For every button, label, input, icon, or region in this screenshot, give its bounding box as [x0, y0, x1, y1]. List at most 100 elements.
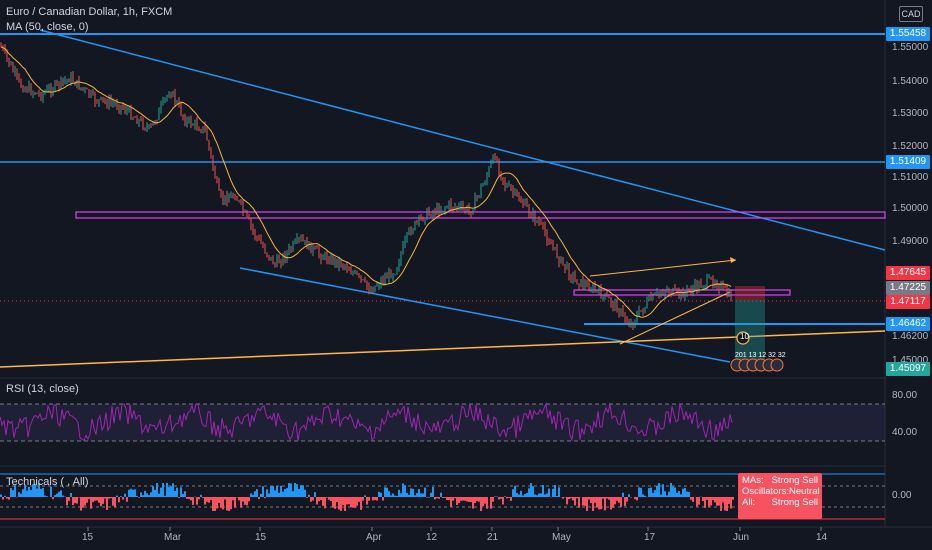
- technicals-bar: [650, 487, 652, 497]
- technicals-bar: [156, 483, 158, 497]
- technicals-bar: [282, 491, 284, 497]
- technicals-bar: [440, 492, 442, 497]
- price-tag[interactable]: 1.47117: [886, 295, 930, 309]
- technicals-bar: [498, 497, 500, 500]
- technicals-bar: [470, 497, 472, 503]
- wedge-lower-line[interactable]: [619, 291, 731, 345]
- earnings-marker-icon[interactable]: [736, 331, 750, 345]
- technicals-bar: [26, 490, 28, 497]
- technicals-bar: [576, 497, 578, 499]
- technicals-bar: [468, 497, 470, 502]
- wedge-upper-line[interactable]: [589, 259, 737, 277]
- event-markers[interactable]: [730, 358, 784, 372]
- technicals-bar: [346, 497, 348, 505]
- technicals-bar: [524, 493, 526, 497]
- technicals-bar: [328, 497, 330, 500]
- technicals-bar: [216, 497, 218, 509]
- technicals-bar: [244, 497, 246, 505]
- technicals-bar: [450, 497, 452, 507]
- technicals-bar: [596, 497, 598, 508]
- technicals-bar: [600, 497, 602, 510]
- technicals-summary[interactable]: MAs: Strong Sell Oscillators: Neutral Al…: [738, 473, 822, 519]
- price-tick: 1.51000: [892, 172, 929, 183]
- technicals-bar: [192, 497, 194, 505]
- time-label: Jun: [733, 532, 750, 543]
- technicals-bar: [684, 487, 686, 497]
- technicals-bar: [416, 493, 418, 497]
- technicals-tick: 0.00: [892, 490, 912, 501]
- technicals-bar: [88, 497, 90, 500]
- technicals-bar: [578, 497, 580, 508]
- technicals-bar: [74, 497, 76, 504]
- technicals-bar: [542, 485, 544, 497]
- technicals-bar: [180, 487, 182, 497]
- technicals-bar: [54, 495, 56, 497]
- moving-average-line[interactable]: [0, 46, 732, 318]
- time-label: 17: [644, 532, 656, 543]
- technicals-bar: [94, 497, 96, 501]
- technicals-key: All:: [742, 497, 756, 508]
- technicals-bar: [648, 488, 650, 497]
- technicals-bar: [182, 494, 184, 497]
- technicals-bar: [332, 497, 334, 508]
- technicals-bar: [702, 497, 704, 502]
- technicals-bar: [136, 495, 138, 497]
- technicals-bar: [322, 497, 324, 506]
- ma-legend[interactable]: MA (50, close, 0): [6, 21, 89, 33]
- symbol-title[interactable]: Euro / Canadian Dollar, 1h, FXCM: [6, 6, 173, 18]
- position-target-area[interactable]: [735, 300, 765, 360]
- technicals-bar: [154, 489, 156, 497]
- technicals-bar: [22, 489, 24, 497]
- technicals-bar: [172, 483, 174, 497]
- technicals-bar: [126, 497, 128, 502]
- price-tag[interactable]: 1.47645: [886, 266, 930, 280]
- technicals-bar: [296, 484, 298, 497]
- technicals-bar: [586, 497, 588, 511]
- price-candles[interactable]: [0, 42, 732, 330]
- technicals-bar: [100, 497, 102, 507]
- technicals-bar: [674, 487, 676, 497]
- technicals-bar: [526, 492, 528, 497]
- price-tag[interactable]: 1.45097: [886, 362, 930, 376]
- technicals-bar: [508, 497, 510, 498]
- technicals-bar: [652, 492, 654, 497]
- technicals-bar: [302, 485, 304, 497]
- technicals-bar: [324, 497, 326, 509]
- demand-zone[interactable]: [573, 289, 791, 296]
- technicals-bar: [732, 497, 734, 500]
- channel-upper-trendline[interactable]: [39, 29, 886, 251]
- technicals-bar: [152, 486, 154, 497]
- rsi-legend[interactable]: RSI (13, close): [6, 383, 79, 395]
- technicals-bar: [662, 484, 664, 497]
- time-axis[interactable]: [87, 527, 822, 531]
- channel-lower-trendline[interactable]: [239, 267, 731, 363]
- technicals-bar: [114, 497, 116, 508]
- technicals-bar: [120, 496, 122, 497]
- price-tag[interactable]: 1.46462: [886, 317, 930, 331]
- price-tag[interactable]: 1.55458: [886, 27, 930, 41]
- technicals-legend[interactable]: Technicals ( , All): [6, 476, 89, 488]
- technicals-bar: [276, 485, 278, 497]
- position-stop-area[interactable]: [735, 286, 765, 300]
- technicals-bar: [512, 489, 514, 497]
- technicals-bar: [210, 497, 212, 501]
- technicals-bar: [392, 493, 394, 497]
- technicals-bar: [198, 497, 200, 500]
- price-tag[interactable]: 1.47225: [886, 281, 930, 295]
- technicals-bar: [692, 497, 694, 502]
- technicals-bar: [520, 490, 522, 497]
- technicals-bar: [382, 497, 384, 501]
- currency-badge[interactable]: CAD: [899, 6, 923, 22]
- technicals-bar: [72, 497, 74, 506]
- technicals-bar: [558, 487, 560, 497]
- technicals-bar: [658, 483, 660, 497]
- technicals-bar: [258, 497, 260, 500]
- technicals-histogram[interactable]: [0, 483, 734, 511]
- technicals-row-oscillators: Oscillators: Neutral: [742, 486, 820, 497]
- supply-zone[interactable]: [75, 211, 886, 219]
- rsi-line[interactable]: [0, 402, 733, 442]
- technicals-bar: [2, 497, 4, 500]
- event-marker-icon[interactable]: [770, 358, 784, 372]
- price-tag[interactable]: 1.51409: [886, 155, 930, 169]
